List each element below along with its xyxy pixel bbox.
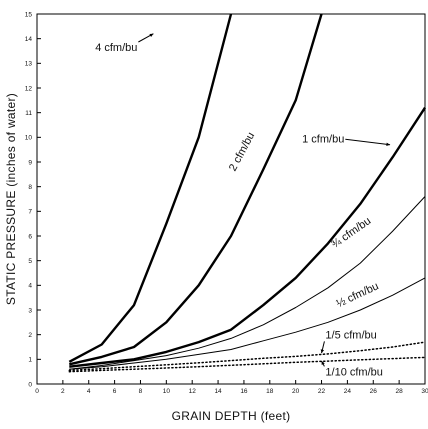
- y-tick-label: 1: [28, 357, 32, 364]
- y-tick-label: 4: [28, 283, 32, 290]
- series-group: [68, 13, 427, 373]
- series-line-1-2-cfm-bu: [69, 277, 426, 370]
- annotation-arrowhead: [320, 349, 325, 354]
- annotation-arrow: [345, 138, 391, 146]
- y-tick-label: 13: [25, 61, 33, 68]
- x-tick-label: 22: [318, 388, 326, 395]
- x-tick-label: 26: [370, 388, 378, 395]
- series-label-group: 4 cfm/bu2 cfm/bu 1 cfm/bu¾ cfm/bu½ cfm/bu…: [95, 42, 383, 378]
- x-tick-label: 10: [163, 388, 171, 395]
- x-tick-label: 28: [396, 388, 404, 395]
- series-line-2-cfm-bu: [69, 13, 323, 366]
- series-label-2-cfm-bu: 2 cfm/bu: [227, 130, 257, 173]
- tick-group: 0 2 4 6 8 10 12 14 16 18 20 22 24 26 28 300123456789101…: [25, 11, 428, 395]
- y-tick-label: 5: [28, 258, 32, 265]
- y-tick-label: 12: [25, 85, 33, 92]
- series-label-1-5-cfm-bu: 1/5 cfm/bu: [325, 329, 376, 341]
- y-tick-label: 8: [28, 184, 32, 191]
- y-tick-label: 0: [28, 381, 32, 388]
- series-label-4-cfm-bu: 4 cfm/bu: [95, 42, 137, 54]
- series-label-1-2-cfm-bu: ½ cfm/bu: [335, 280, 381, 310]
- y-tick-label: 2: [28, 332, 32, 339]
- x-tick-label: 20: [292, 388, 300, 395]
- annotation-arrowhead: [321, 361, 325, 366]
- arrow-group: [138, 33, 391, 367]
- x-tick-label: 0: [35, 388, 39, 395]
- series-line-1-cfm-bu: [69, 107, 427, 368]
- annotation-arrowhead: [149, 33, 154, 37]
- y-tick-label: 14: [25, 36, 33, 43]
- series-line-1-10-cfm-bu: [68, 356, 426, 373]
- x-tick-label: 16: [240, 388, 248, 395]
- annotation-arrowhead: [386, 142, 391, 147]
- series-line-1-5-cfm-bu: [68, 341, 426, 372]
- x-axis-title: GRAIN DEPTH (feet): [172, 409, 291, 423]
- y-tick-label: 10: [25, 135, 33, 142]
- y-tick-label: 11: [25, 110, 32, 117]
- series-label-1-10-cfm-bu: 1/10 cfm/bu: [325, 366, 382, 378]
- y-axis-title: STATIC PRESSURE (inches of water): [4, 93, 18, 305]
- x-tick-label: 12: [189, 388, 197, 395]
- x-tick-label: 8: [139, 388, 143, 395]
- y-tick-label: 9: [28, 159, 32, 166]
- y-tick-label: 15: [25, 11, 33, 18]
- series-line-4-cfm-bu: [68, 13, 233, 363]
- series-label-1-cfm-bu: 1 cfm/bu: [302, 133, 344, 145]
- y-tick-label: 6: [28, 233, 32, 240]
- x-tick-label: 24: [344, 388, 352, 395]
- x-tick-label: 18: [266, 388, 274, 395]
- x-tick-label: 14: [214, 388, 222, 395]
- y-tick-label: 3: [28, 307, 32, 314]
- x-tick-label: 6: [113, 388, 117, 395]
- y-tick-label: 7: [28, 209, 32, 216]
- x-tick-label: 4: [87, 388, 91, 395]
- x-tick-label: 2: [61, 388, 65, 395]
- x-tick-label: 30: [421, 388, 428, 395]
- series-line-3-4-cfm-bu: [69, 196, 426, 370]
